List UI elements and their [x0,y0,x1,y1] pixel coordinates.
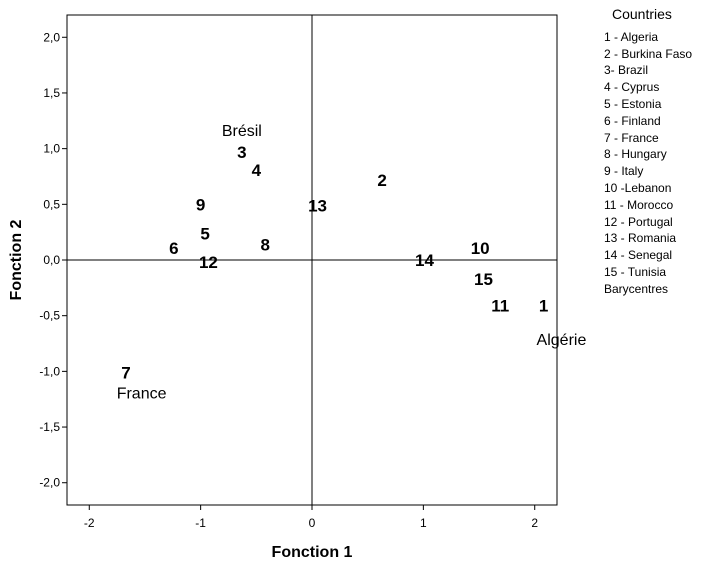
legend-item: 13 - Romania [604,231,677,246]
x-tick-label: -1 [195,516,206,530]
data-point-12: 12 [199,253,218,272]
data-point-13: 13 [308,196,327,215]
data-point-6: 6 [169,239,178,258]
x-tick-label: 1 [420,516,427,530]
y-tick-label: 0,0 [43,253,60,267]
legend-item: 15 - Tunisia [604,264,667,279]
data-point-1: 1 [539,297,548,316]
data-point-3: 3 [237,143,246,162]
data-point-15: 15 [474,270,493,289]
data-point-11: 11 [491,297,509,316]
reference-lines [67,15,557,505]
legend-item: 5 - Estonia [604,96,662,111]
data-point-9: 9 [196,195,205,214]
centroid-label: Brésil [222,123,262,140]
y-tick-label: -1,0 [39,364,60,378]
data-point-10: 10 [471,239,490,258]
x-tick-label: 0 [309,516,316,530]
legend-item: 8 - Hungary [604,147,667,162]
y-tick-label: 1,0 [43,142,60,156]
y-axis-ticks: 2,0 1,5 1,0 0,5 0,0 -0,5 -1,0 -1,5 -2,0 [39,30,67,490]
legend-item: 11 - Morocco [604,197,674,212]
legend-items: 1 - Algeria 2 - Burkina Faso 3- Brazil 4 - … [604,29,692,298]
data-point-8: 8 [260,235,269,254]
data-point-7: 7 [121,363,130,382]
legend-item: 3- Brazil [604,63,649,78]
centroid-labels: Brésil France Algérie [117,123,587,403]
y-tick-label: -2,0 [39,476,60,490]
data-point-4: 4 [252,161,262,180]
legend-item: 6 - Finland [604,113,661,128]
data-point-14: 14 [415,251,434,270]
legend-item: 9 - Italy [604,164,644,179]
y-tick-label: 1,5 [43,86,60,100]
x-axis-ticks: -2 -1 0 1 2 [84,505,538,530]
x-tick-label: -2 [84,516,95,530]
data-point-2: 2 [377,171,386,190]
legend-item: 4 - Cyprus [604,80,660,95]
legend-item: 2 - Burkina Faso [604,46,693,61]
centroid-label: France [117,386,167,403]
legend-item: 7 - France [604,130,659,145]
x-tick-label: 2 [531,516,538,530]
x-axis-label: Fonction 1 [272,544,353,561]
legend-item: 1 - Algeria [604,29,659,44]
centroid-label: Algérie [537,332,587,349]
data-point-5: 5 [200,224,209,243]
y-tick-label: -1,5 [39,420,60,434]
legend-item: 10 -Lebanon [604,180,672,195]
legend: Countries 1 - Algeria 2 - Burkina Faso 3- … [604,6,692,298]
y-tick-label: 0,5 [43,197,60,211]
y-axis-label: Fonction 2 [8,219,25,300]
y-tick-label: -0,5 [39,309,60,323]
legend-item: 14 - Senegal [604,248,673,263]
legend-item: Barycentres [604,281,669,296]
legend-item: 12 - Portugal [604,214,673,229]
legend-title: Countries [612,6,672,22]
y-tick-label: 2,0 [43,30,60,44]
